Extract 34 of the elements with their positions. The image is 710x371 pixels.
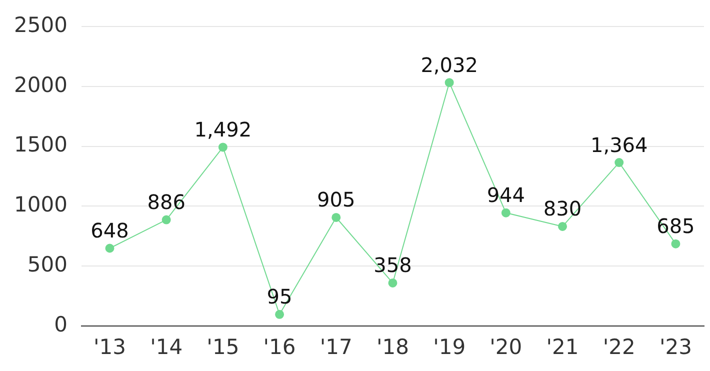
y-tick-label: 500 bbox=[27, 252, 68, 276]
x-tick-label: '13 bbox=[93, 334, 126, 359]
point bbox=[332, 212, 341, 222]
data-label: 2,032 bbox=[420, 52, 478, 77]
y-tick-label: 0 bbox=[54, 312, 68, 336]
x-tick-label: '21 bbox=[546, 334, 579, 359]
point bbox=[105, 244, 114, 253]
data-label: 1,492 bbox=[194, 117, 252, 142]
point bbox=[614, 158, 624, 168]
point bbox=[501, 208, 510, 218]
data-label: 1,364 bbox=[590, 132, 648, 157]
y-tick-label: 1500 bbox=[14, 132, 68, 157]
y-tick-label: 1000 bbox=[14, 192, 68, 217]
point bbox=[388, 278, 398, 288]
point bbox=[671, 239, 680, 248]
point bbox=[558, 222, 568, 231]
x-tick-label: '20 bbox=[490, 334, 522, 359]
y-tick-label: 2500 bbox=[14, 13, 68, 38]
point bbox=[275, 310, 284, 319]
x-tick-label: '17 bbox=[320, 334, 352, 359]
point bbox=[162, 215, 171, 224]
y-tick-label: 2000 bbox=[14, 72, 68, 97]
point bbox=[218, 142, 228, 152]
x-tick-label: '19 bbox=[433, 334, 466, 359]
x-tick-label: '22 bbox=[602, 334, 636, 359]
x-tick-label: '14 bbox=[150, 334, 183, 359]
x-tick-label: '15 bbox=[206, 334, 240, 359]
point bbox=[444, 78, 454, 88]
x-tick-label: '16 bbox=[263, 334, 296, 359]
data-label: 830 bbox=[543, 196, 582, 221]
data-label: 905 bbox=[317, 188, 356, 212]
x-tick-label: '23 bbox=[659, 334, 692, 359]
x-tick-label: '18 bbox=[376, 334, 409, 359]
data-label: 648 bbox=[90, 218, 129, 242]
